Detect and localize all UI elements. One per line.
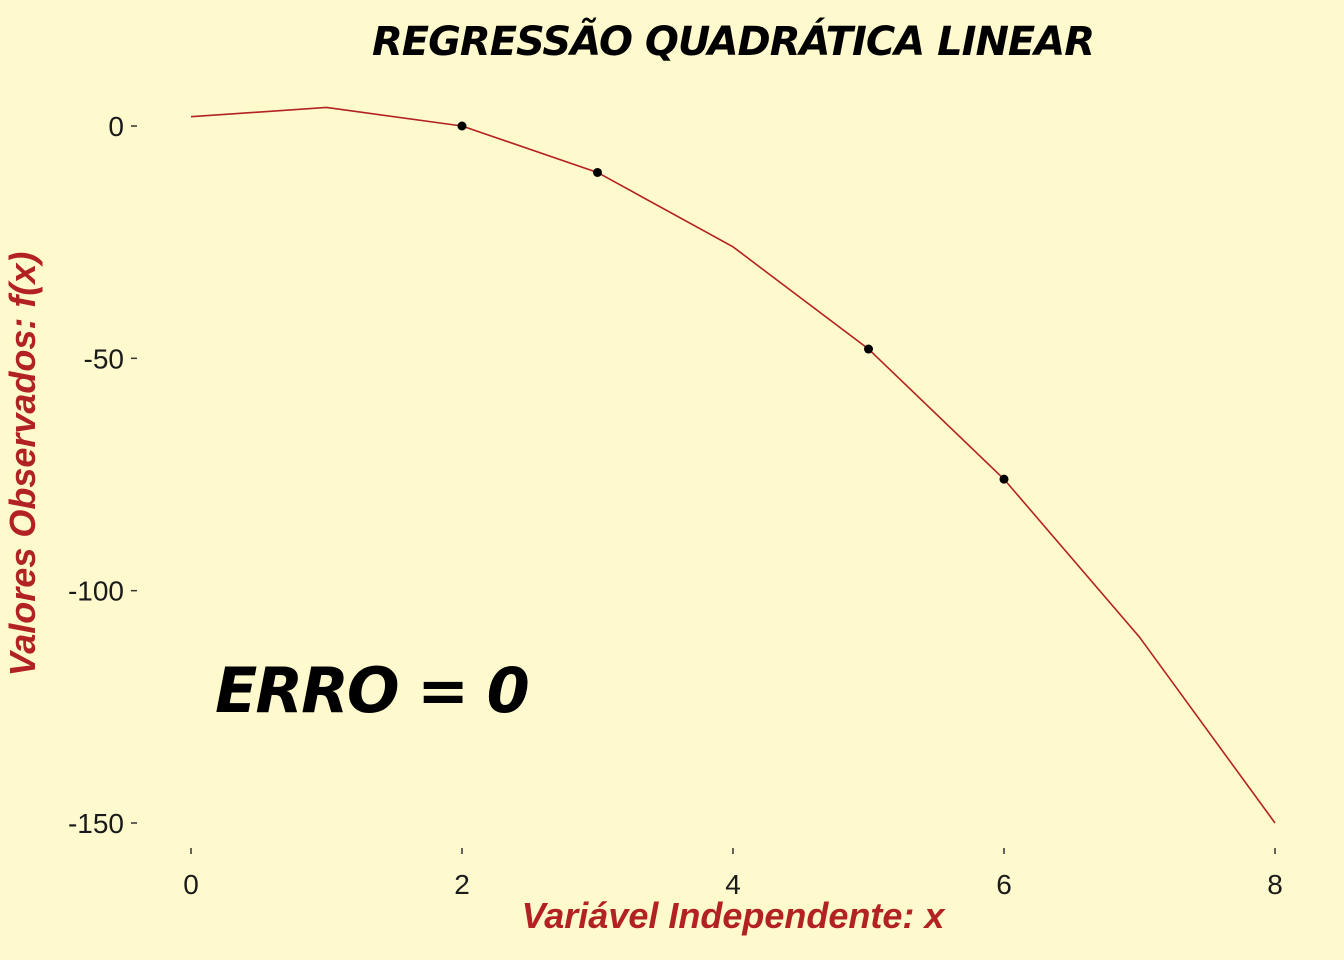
x-tick-label: 6 <box>996 869 1012 900</box>
data-point <box>864 344 873 354</box>
chart-title: REGRESSÃO QUADRÁTICA LINEAR <box>372 17 1094 65</box>
x-tick-label: 0 <box>183 869 199 900</box>
data-point <box>457 121 467 131</box>
x-tick-label: 4 <box>725 869 741 900</box>
y-tick-label: 0 <box>108 111 124 142</box>
y-axis-label: Valores Observados: f(x) <box>2 252 43 677</box>
plot-area <box>190 106 1276 824</box>
x-tick-label: 2 <box>454 869 470 900</box>
y-tick-label: -150 <box>68 808 124 839</box>
y-axis: 0 -50 -100 -150 <box>68 111 137 839</box>
y-tick-label: -100 <box>68 576 124 607</box>
regression-line <box>190 106 1276 824</box>
x-axis: 0 2 4 6 8 <box>183 848 1283 900</box>
data-point <box>999 474 1009 484</box>
data-point <box>593 167 602 177</box>
y-tick-label: -50 <box>84 343 124 374</box>
x-tick-label: 8 <box>1267 869 1283 900</box>
error-annotation: ERRO = 0 <box>215 654 528 727</box>
x-axis-label: Variável Independente: x <box>522 895 947 936</box>
